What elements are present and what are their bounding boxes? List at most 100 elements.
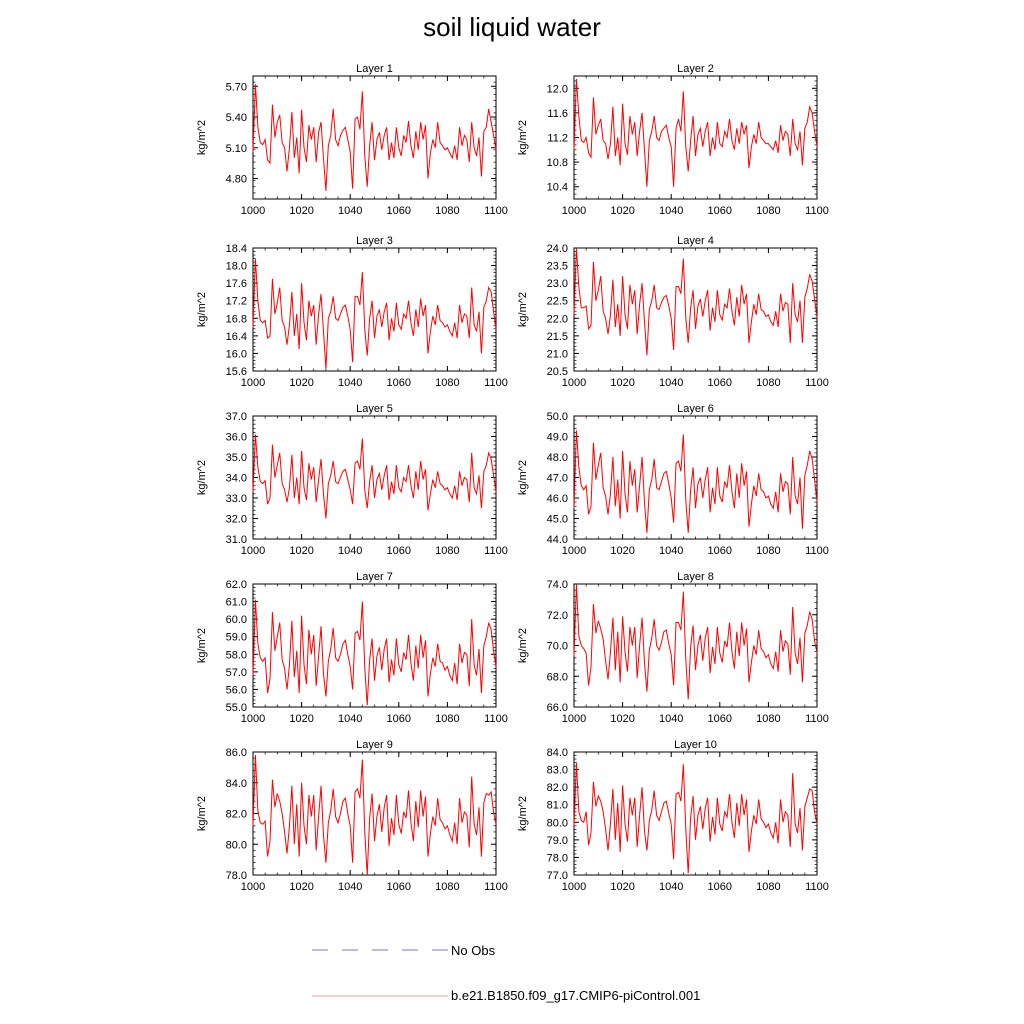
chart-panel: Layer 4 kg/m^2 1000 1020 1040 1060 1080 1100 20.… [517, 235, 829, 389]
x-tick-label: 1040 [659, 881, 683, 893]
y-tick-label: 80.0 [226, 839, 247, 851]
y-tick-label: 68.0 [547, 671, 568, 683]
chart-panel: Layer 8 kg/m^2 1000 1020 1040 1060 1080 1100 66.… [517, 571, 829, 725]
x-tick-label: 1100 [484, 881, 508, 893]
x-tick-label: 1080 [435, 881, 459, 893]
y-tick-label: 66.0 [547, 702, 568, 714]
x-tick-label: 1040 [659, 713, 683, 725]
y-tick-label: 5.10 [226, 143, 247, 155]
plot-frame [252, 415, 497, 540]
x-tick-label: 1000 [241, 545, 265, 557]
y-tick-label: 49.0 [547, 432, 568, 444]
y-tick-label: 82.0 [547, 782, 568, 794]
y-axis-label: kg/m^2 [517, 292, 529, 327]
x-tick-label: 1080 [435, 545, 459, 557]
chart-panel: Layer 3 kg/m^2 1000 1020 1040 1060 1080 1100 15.… [196, 235, 508, 389]
panel-title: Layer 6 [677, 403, 714, 415]
y-tick-label: 47.0 [547, 473, 568, 485]
y-tick-label: 22.5 [547, 296, 568, 308]
series-line [252, 84, 497, 191]
y-tick-label: 81.0 [547, 800, 568, 812]
x-tick-label: 1040 [338, 881, 362, 893]
y-tick-label: 16.8 [226, 313, 247, 325]
y-tick-label: 16.4 [226, 331, 247, 343]
x-tick-label: 1060 [708, 377, 732, 389]
x-tick-label: 1020 [289, 713, 313, 725]
series-line [573, 762, 818, 874]
chart-panel: Layer 7 kg/m^2 1000 1020 1040 1060 1080 1100 55.… [196, 571, 508, 725]
y-tick-label: 35.0 [226, 452, 247, 464]
series-line [573, 79, 818, 187]
y-tick-label: 36.0 [226, 432, 247, 444]
series-line [573, 583, 818, 700]
x-tick-label: 1060 [708, 713, 732, 725]
x-tick-label: 1020 [610, 377, 634, 389]
y-tick-label: 84.0 [226, 778, 247, 790]
x-tick-label: 1080 [756, 545, 780, 557]
panel-title: Layer 10 [674, 739, 717, 751]
x-tick-label: 1020 [289, 205, 313, 217]
y-tick-label: 56.0 [226, 684, 247, 696]
y-tick-label: 18.4 [226, 243, 247, 255]
x-tick-label: 1020 [289, 881, 313, 893]
y-tick-label: 78.0 [226, 870, 247, 882]
y-axis-label: kg/m^2 [196, 120, 208, 155]
x-tick-label: 1080 [756, 713, 780, 725]
y-axis-label: kg/m^2 [517, 628, 529, 663]
x-tick-label: 1060 [387, 713, 411, 725]
chart-panel: Layer 10 kg/m^2 1000 1020 1040 1060 1080 1100 77… [517, 739, 829, 893]
y-tick-label: 70.0 [547, 641, 568, 653]
x-tick-label: 1040 [338, 377, 362, 389]
y-tick-label: 4.80 [226, 174, 247, 186]
y-tick-label: 46.0 [547, 493, 568, 505]
x-tick-label: 1040 [659, 205, 683, 217]
x-tick-label: 1060 [387, 377, 411, 389]
y-tick-label: 34.0 [226, 473, 247, 485]
y-tick-label: 33.0 [226, 493, 247, 505]
plot-frame [252, 751, 497, 876]
y-tick-label: 21.0 [547, 348, 568, 360]
y-tick-label: 11.2 [547, 133, 568, 145]
x-tick-label: 1080 [756, 881, 780, 893]
y-axis-label: kg/m^2 [196, 292, 208, 327]
y-tick-label: 77.0 [547, 870, 568, 882]
x-tick-label: 1060 [708, 545, 732, 557]
series-line [252, 599, 497, 706]
y-tick-label: 72.0 [547, 610, 568, 622]
y-tick-label: 55.0 [226, 702, 247, 714]
x-tick-label: 1040 [659, 545, 683, 557]
y-tick-label: 23.5 [547, 261, 568, 273]
y-tick-label: 84.0 [547, 747, 568, 759]
x-tick-label: 1040 [338, 713, 362, 725]
y-tick-label: 59.0 [226, 632, 247, 644]
panel-title: Layer 9 [356, 739, 393, 751]
x-tick-label: 1080 [756, 205, 780, 217]
y-tick-label: 78.0 [547, 852, 568, 864]
y-tick-label: 83.0 [547, 765, 568, 777]
y-tick-label: 48.0 [547, 452, 568, 464]
panel-title: Layer 1 [356, 63, 393, 75]
series-line [573, 430, 818, 533]
plot-frame [252, 75, 497, 200]
x-tick-label: 1100 [805, 377, 829, 389]
y-tick-label: 60.0 [226, 614, 247, 626]
y-tick-label: 44.0 [547, 534, 568, 546]
panel-title: Layer 4 [677, 235, 714, 247]
x-tick-label: 1000 [241, 205, 265, 217]
x-tick-label: 1000 [562, 713, 586, 725]
x-tick-label: 1080 [435, 713, 459, 725]
x-tick-label: 1000 [562, 881, 586, 893]
x-tick-label: 1000 [562, 545, 586, 557]
y-axis-label: kg/m^2 [517, 460, 529, 495]
y-tick-label: 24.0 [547, 243, 568, 255]
y-tick-label: 80.0 [547, 817, 568, 829]
panel-title: Layer 5 [356, 403, 393, 415]
y-tick-label: 86.0 [226, 747, 247, 759]
y-tick-label: 82.0 [226, 809, 247, 821]
y-axis-label: kg/m^2 [517, 796, 529, 831]
x-tick-label: 1020 [610, 545, 634, 557]
y-tick-label: 58.0 [226, 649, 247, 661]
y-tick-label: 45.0 [547, 514, 568, 526]
x-tick-label: 1020 [610, 205, 634, 217]
